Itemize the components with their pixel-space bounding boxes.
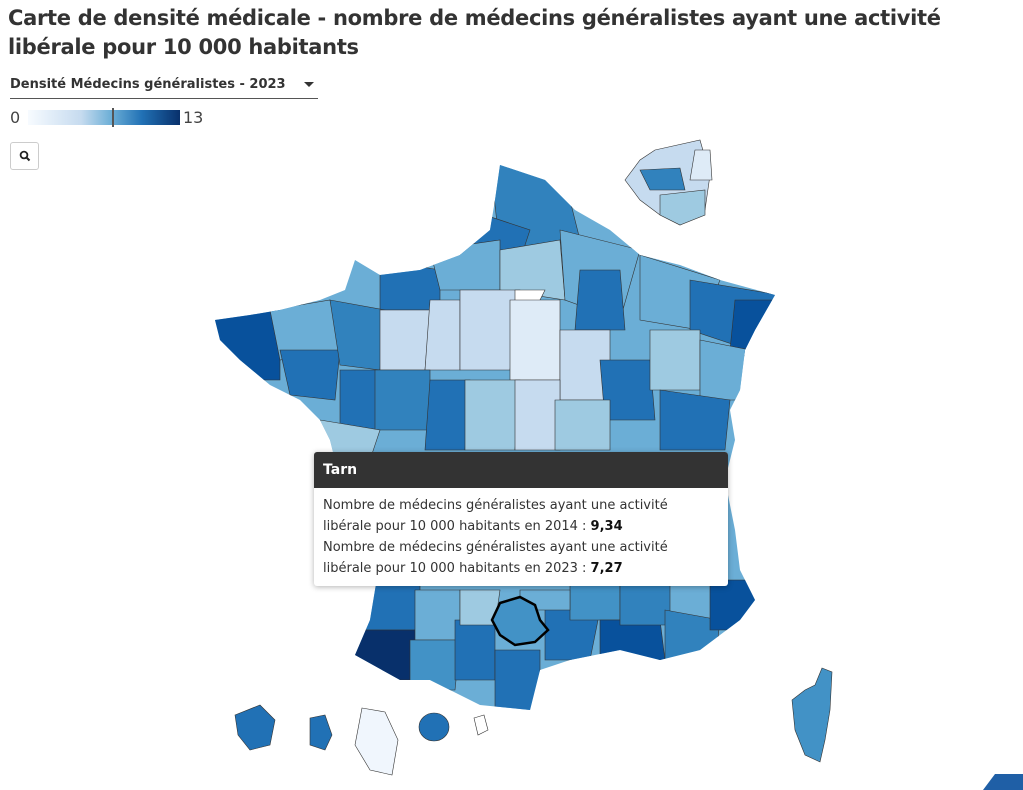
legend-max: 13 (183, 108, 204, 127)
legend-marker (112, 108, 114, 127)
chevron-down-icon (304, 82, 314, 87)
legend-min: 0 (10, 108, 21, 127)
tooltip-value-2023: 7,27 (590, 561, 623, 576)
tarn-highlight[interactable] (490, 595, 550, 647)
legend-gradient (28, 110, 180, 125)
indicator-select-value: Densité Médecins généralistes - 2023 (10, 77, 286, 92)
ile-de-france-inset[interactable] (624, 139, 713, 226)
tooltip-title: Tarn (314, 452, 728, 488)
page-title: Carte de densité médicale - nombre de mé… (8, 6, 941, 59)
corsica[interactable] (791, 667, 833, 763)
tooltip-label-2014: Nombre de médecins généralistes ayant un… (323, 498, 668, 534)
tooltip-line-2023: Nombre de médecins généralistes ayant un… (323, 537, 719, 579)
department-tooltip: Tarn Nombre de médecins généralistes aya… (314, 452, 728, 586)
tooltip-line-2014: Nombre de médecins généralistes ayant un… (323, 495, 719, 537)
tooltip-value-2014: 9,34 (590, 519, 623, 534)
corner-logo (983, 774, 1023, 790)
france-departments[interactable] (200, 150, 800, 750)
zoom-button[interactable] (10, 142, 39, 170)
indicator-select[interactable]: Densité Médecins généralistes - 2023 (10, 74, 318, 99)
tooltip-label-2023: Nombre de médecins généralistes ayant un… (323, 540, 668, 576)
overseas-territories[interactable] (234, 704, 489, 776)
search-icon (19, 150, 30, 162)
